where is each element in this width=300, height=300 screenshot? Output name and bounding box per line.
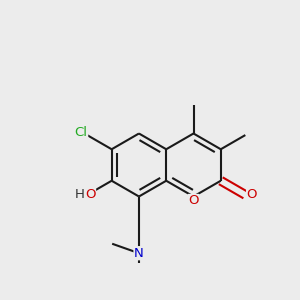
Text: Cl: Cl xyxy=(75,126,88,139)
Text: O: O xyxy=(85,188,95,201)
Text: N: N xyxy=(134,247,144,260)
Text: H: H xyxy=(75,188,85,201)
Text: O: O xyxy=(188,194,199,208)
Text: O: O xyxy=(247,188,257,201)
